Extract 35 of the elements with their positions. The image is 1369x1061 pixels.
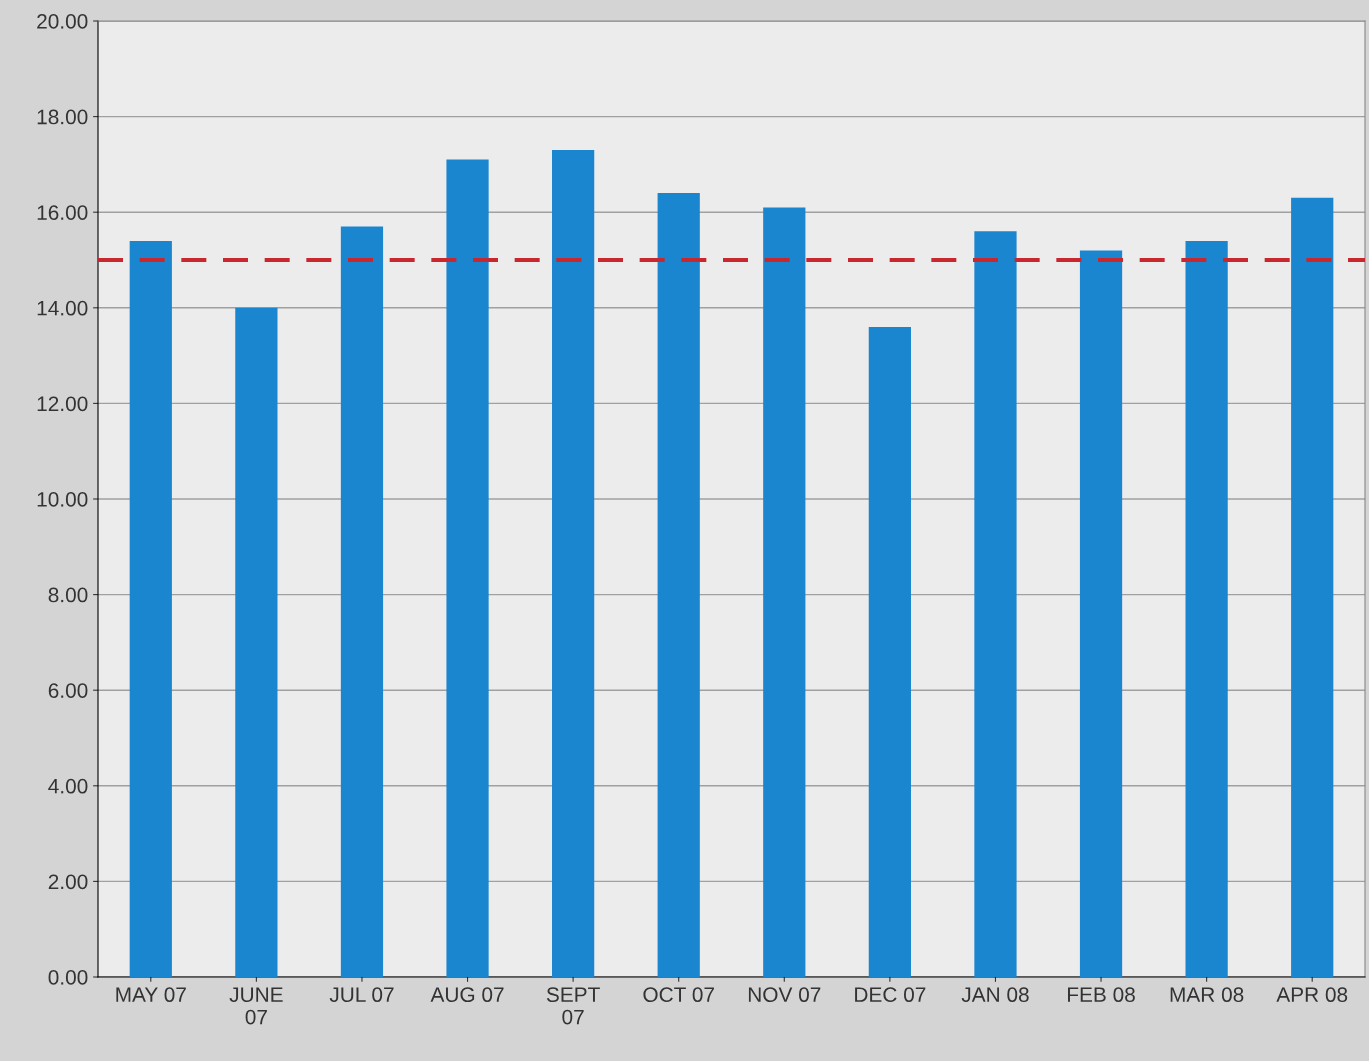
x-tick-label: AUG 07 (430, 987, 504, 1003)
x-tick-label: MAY 07 (116, 987, 186, 1003)
x-tick-label: APR 08 (1276, 987, 1348, 1003)
bar (129, 240, 172, 977)
y-tick-label: 10.00 (37, 492, 88, 507)
bar (1185, 240, 1228, 977)
y-tick-label: 16.00 (37, 205, 88, 220)
x-tick-label: SEPT 07 (546, 987, 600, 1025)
x-tick-label: FEB 08 (1068, 987, 1135, 1003)
bar (657, 193, 700, 977)
y-tick-label: 4.00 (48, 778, 88, 794)
bar (235, 307, 278, 977)
x-tick-label: DEC 07 (855, 987, 926, 1003)
bar (446, 159, 489, 977)
bar (1079, 250, 1123, 977)
bar (868, 326, 911, 977)
bar (552, 150, 595, 977)
y-tick-label: 2.00 (48, 874, 88, 890)
x-tick-label: JUL 07 (329, 987, 394, 1003)
x-tick-label: MAR 08 (1170, 987, 1244, 1003)
bar (340, 226, 384, 977)
y-tick-label: 12.00 (37, 396, 88, 412)
bar (763, 207, 806, 977)
bar (974, 231, 1017, 977)
y-tick-label: 20.00 (37, 14, 88, 29)
x-tick-label: NOV 07 (748, 987, 821, 1003)
x-tick-label: JUNE 07 (229, 987, 283, 1025)
y-tick-label: 14.00 (37, 300, 88, 316)
x-tick-label: OCT 07 (643, 987, 714, 1003)
y-tick-label: 6.00 (48, 683, 88, 698)
bar (1291, 197, 1334, 977)
y-tick-label: 18.00 (37, 109, 88, 125)
y-tick-label: 8.00 (48, 587, 88, 603)
y-tick-label: 0.00 (48, 970, 88, 985)
x-tick-label: JAN 08 (961, 987, 1029, 1003)
